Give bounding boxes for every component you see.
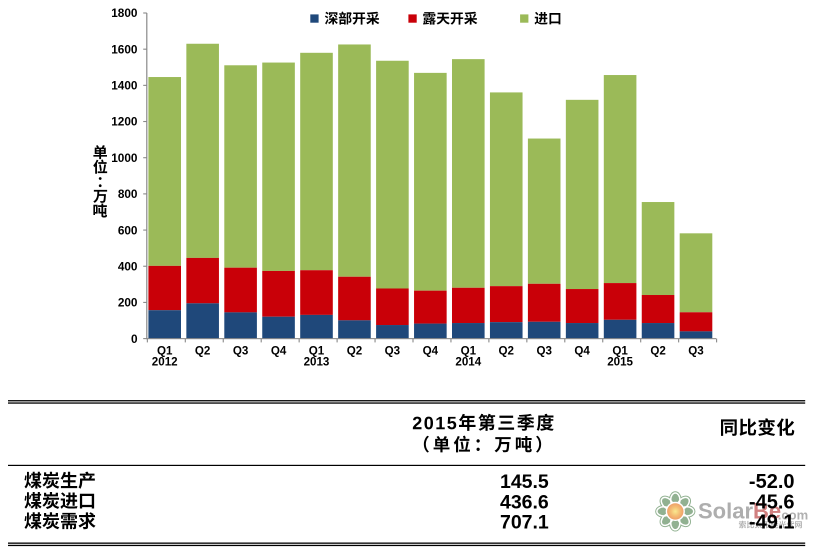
- svg-text:-45.6: -45.6: [749, 491, 795, 513]
- svg-text:2015: 2015: [607, 356, 633, 369]
- svg-text:1800: 1800: [111, 6, 138, 20]
- svg-text:SolarBe: SolarBe: [698, 499, 781, 524]
- svg-text:1200: 1200: [111, 115, 138, 129]
- svg-text:Q4: Q4: [423, 344, 439, 357]
- svg-text:Q2: Q2: [650, 344, 665, 357]
- svg-text:Q3: Q3: [233, 344, 249, 357]
- svg-text:1600: 1600: [111, 42, 138, 56]
- svg-text:1400: 1400: [111, 79, 138, 93]
- svg-text:0: 0: [131, 332, 138, 346]
- svg-text:1000: 1000: [111, 151, 138, 165]
- svg-text:-49.1: -49.1: [749, 512, 795, 534]
- svg-text:Q1: Q1: [612, 344, 628, 357]
- svg-text:2014: 2014: [455, 356, 481, 369]
- svg-text:Q3: Q3: [536, 344, 552, 357]
- svg-text:2013: 2013: [304, 356, 330, 369]
- svg-text:707.1: 707.1: [500, 512, 549, 534]
- svg-text:Q2: Q2: [195, 344, 210, 357]
- svg-text:Q3: Q3: [688, 344, 704, 357]
- svg-text:.com: .com: [778, 508, 808, 523]
- svg-text:Q4: Q4: [574, 344, 590, 357]
- svg-text:400: 400: [118, 259, 138, 273]
- svg-text:436.6: 436.6: [500, 491, 549, 513]
- svg-text:Q1: Q1: [157, 344, 173, 357]
- svg-text:2012: 2012: [152, 356, 178, 369]
- svg-text:Q2: Q2: [499, 344, 514, 357]
- svg-text:-52.0: -52.0: [749, 471, 795, 493]
- svg-text:200: 200: [118, 296, 138, 310]
- svg-text:600: 600: [118, 223, 138, 237]
- svg-text:Q2: Q2: [347, 344, 362, 357]
- svg-text:Q4: Q4: [271, 344, 287, 357]
- svg-text:800: 800: [118, 187, 138, 201]
- svg-text:Q1: Q1: [309, 344, 325, 357]
- svg-text:145.5: 145.5: [500, 471, 549, 493]
- svg-text:Q3: Q3: [385, 344, 401, 357]
- svg-text:Q1: Q1: [461, 344, 477, 357]
